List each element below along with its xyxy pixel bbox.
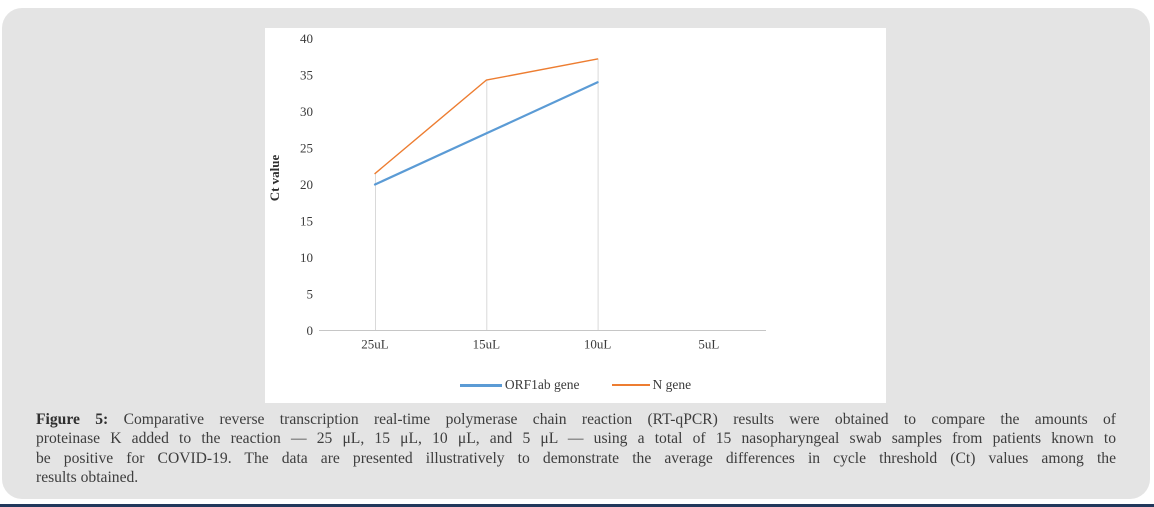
y-axis-title: Ct value: [267, 154, 282, 201]
legend-swatch: [611, 384, 650, 386]
x-category-label: 5uL: [698, 337, 719, 352]
series-line-n-gene: [374, 58, 599, 175]
y-tick-label: 30: [300, 104, 313, 119]
caption-line: be positive for COVID-19. The data are p…: [36, 449, 1116, 467]
y-tick-label: 20: [300, 177, 313, 192]
chart-legend: ORF1ab gene N gene: [265, 377, 886, 393]
caption-line: proteinase K added to the reaction — 25 …: [36, 430, 1116, 448]
legend-item-n-gene: N gene: [611, 377, 692, 393]
x-category-label: 25uL: [361, 337, 389, 352]
legend-item-orf1ab-gene: ORF1ab gene: [459, 377, 580, 393]
y-tick-label: 40: [300, 31, 313, 46]
y-tick-label: 0: [307, 323, 314, 338]
x-category-label: 15uL: [473, 337, 501, 352]
y-tick-label: 10: [300, 250, 313, 265]
caption-text: Comparative reverse transcription real-t…: [123, 411, 1116, 428]
y-tick-label: 15: [300, 214, 313, 229]
legend-label: N gene: [652, 377, 692, 392]
chart-plot-area: 0 5 10 15 20 25 30 35 40 Ct value 25uL 15uL 10uL 5uL: [267, 31, 766, 352]
legend-swatch: [459, 383, 502, 387]
caption-line: results obtained.: [36, 469, 139, 487]
figure-caption: Figure 5: Comparative reverse transcript…: [36, 410, 1116, 488]
y-tick-label: 25: [300, 141, 313, 156]
line-chart: 0 5 10 15 20 25 30 35 40 Ct value 25uL 15uL 10uL 5uL …: [265, 28, 886, 403]
bottom-rule: [0, 504, 1154, 507]
figure-label: Figure 5:: [36, 411, 109, 428]
y-tick-label: 5: [307, 287, 314, 302]
caption-line: Figure 5: Comparative reverse transcript…: [36, 410, 1116, 429]
y-tick-label: 35: [300, 68, 313, 83]
legend-label: ORF1ab gene: [504, 377, 580, 392]
series-line-orf1ab-gene: [373, 81, 599, 186]
x-category-label: 10uL: [584, 337, 612, 352]
